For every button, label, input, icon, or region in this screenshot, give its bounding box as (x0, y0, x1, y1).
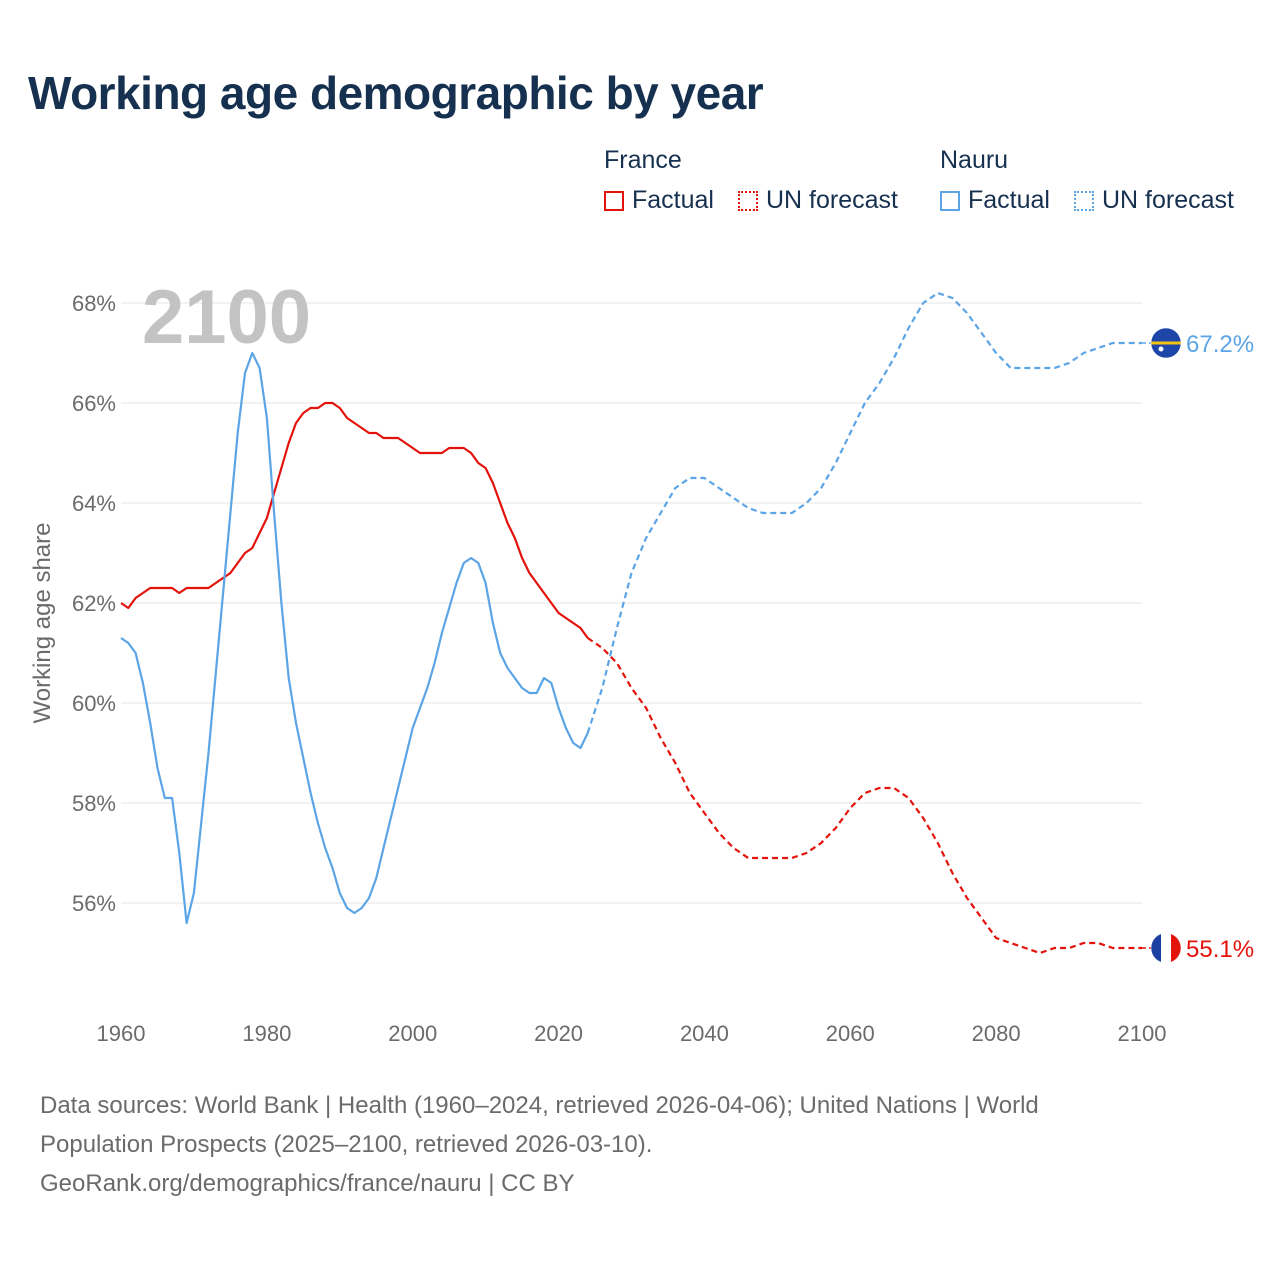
legend-swatch-france-factual (604, 190, 624, 211)
y-tick-label-62: 62% (72, 591, 116, 616)
chart-title: Working age demographic by year (28, 67, 764, 119)
legend-group-label-france: France (604, 146, 682, 174)
legend-entry-france-factual[interactable]: Factual (604, 186, 714, 215)
y-tick-label-64: 64% (72, 491, 116, 516)
x-tick-labels: 1960 1980 2000 2020 2040 2060 2080 2100 (97, 1021, 1167, 1046)
x-tick-label-2000: 2000 (388, 1021, 437, 1046)
end-label-nauru: 67.2% (1186, 331, 1254, 358)
series-france-factual (120, 401, 589, 639)
legend-entry-france-forecast[interactable]: UN forecast (738, 186, 898, 215)
year-display: 2100 (142, 275, 311, 360)
legend-swatch-nauru-factual (940, 190, 960, 211)
flag-france-white (1161, 933, 1171, 963)
y-tick-label-68: 68% (72, 291, 116, 316)
y-tick-labels: 56% 58% 60% 62% 64% 66% 68% (72, 291, 116, 916)
grid-layer (121, 302, 1142, 904)
legend-entry-nauru-factual[interactable]: Factual (940, 186, 1050, 215)
legend-label-france-factual: Factual (632, 186, 714, 214)
legend-label-france-forecast: UN forecast (766, 186, 898, 214)
footer-sources: Data sources: World Bank | Health (1960–… (40, 1086, 1240, 1203)
y-tick-label-60: 60% (72, 691, 116, 716)
end-label-france: 55.1% (1186, 936, 1254, 963)
flag-nauru-star (1158, 346, 1164, 352)
flag-france-red (1171, 933, 1181, 963)
x-tick-label-2100: 2100 (1118, 1021, 1167, 1046)
y-tick-label-66: 66% (72, 391, 116, 416)
series-nauru-factual (120, 351, 589, 925)
y-tick-label-58: 58% (72, 791, 116, 816)
series-layer (120, 291, 1152, 955)
legend-label-nauru-factual: Factual (968, 186, 1050, 214)
x-tick-label-1980: 1980 (242, 1021, 291, 1046)
flag-ring-france (1150, 932, 1182, 964)
footer-line-3: GeoRank.org/demographics/france/nauru | … (40, 1170, 575, 1197)
end-markers: 55.1% 67.2% (1150, 327, 1254, 964)
x-tick-label-2020: 2020 (534, 1021, 583, 1046)
legend-entry-nauru-forecast[interactable]: UN forecast (1074, 186, 1234, 215)
series-nauru-forecast (586, 291, 1142, 734)
legend-swatch-nauru-forecast (1074, 190, 1094, 211)
flag-ring-nauru (1150, 327, 1182, 359)
legend-group-label-nauru: Nauru (940, 146, 1009, 174)
y-tick-label-56: 56% (72, 891, 116, 916)
x-tick-label-2040: 2040 (680, 1021, 729, 1046)
series-france-forecast (587, 637, 1142, 955)
x-tick-label-1960: 1960 (97, 1021, 146, 1046)
footer-line-2: Population Prospects (2025–2100, retriev… (40, 1131, 653, 1158)
flag-france-blue (1151, 933, 1161, 963)
flag-nauru-stripe (1151, 341, 1181, 345)
x-tick-label-2060: 2060 (826, 1021, 875, 1046)
y-axis-label: Working age share (29, 523, 56, 724)
flag-nauru (1151, 328, 1181, 358)
footer-line-1: Data sources: World Bank | Health (1960–… (40, 1092, 1039, 1119)
flag-france (1151, 933, 1181, 963)
x-tick-label-2080: 2080 (972, 1021, 1021, 1046)
legend-label-nauru-forecast: UN forecast (1102, 186, 1234, 214)
legend-swatch-france-forecast (738, 190, 758, 211)
